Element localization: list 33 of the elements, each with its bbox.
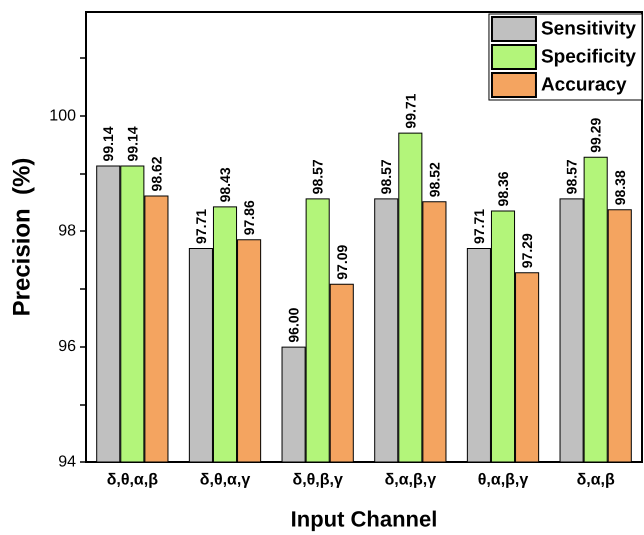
x-tick-label: δ,θ,α,γ [200,472,250,488]
x-tick-label: θ,α,β,γ [478,472,528,488]
x-tick-label: δ,θ,β,γ [292,472,343,488]
data-label: 98.43 [217,167,233,202]
y-tick-label: 94 [58,454,76,470]
data-label: 97.29 [519,232,536,268]
y-tick-label: 100 [49,107,76,124]
data-label: 98.57 [564,159,580,194]
data-label: 98.52 [426,162,442,198]
data-label: 99.14 [100,126,116,162]
legend-label: Accuracy [540,74,627,96]
data-label: 98.36 [495,171,511,206]
x-tick-label: δ,α,β [576,472,615,488]
data-label: 98.57 [310,159,326,194]
data-label: 97.86 [241,200,258,236]
y-tick-label: 98 [58,222,76,240]
data-label: 98.57 [378,159,394,194]
x-tick-label: δ,θ,α,β [106,472,158,488]
data-label: 97.09 [334,244,350,280]
x-tick-label: δ,α,β,γ [384,472,436,488]
data-label: 97.71 [192,208,209,244]
data-label: 97.71 [470,208,487,244]
x-axis-title: Input Channel [290,506,438,532]
data-label: 99.71 [402,93,418,129]
data-label: 99.29 [588,118,604,153]
y-axis-title: Precision (%) [8,158,36,316]
legend-label: Sensitivity [540,18,636,40]
data-label: 99.14 [124,126,140,162]
legend-label: Specificity [540,46,636,68]
data-label: 98.38 [612,170,628,206]
data-label: 96.00 [286,307,302,343]
y-tick-label: 96 [58,338,76,356]
data-label: 98.62 [148,156,164,192]
